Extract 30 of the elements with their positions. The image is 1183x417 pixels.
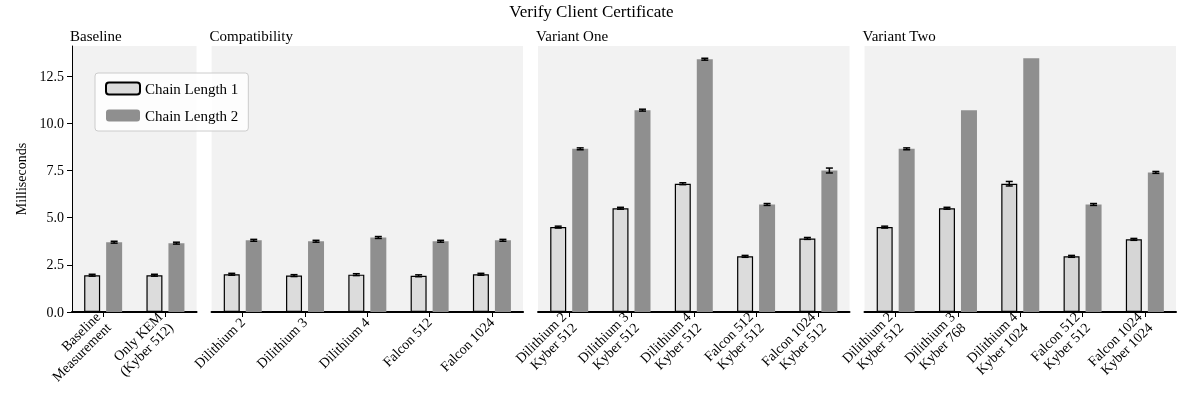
bar (245, 240, 262, 312)
y-tick-label: 10.0 (39, 115, 64, 131)
y-tick-label: 7.5 (46, 163, 64, 179)
bar (168, 243, 185, 312)
bar (1085, 204, 1102, 312)
chart-title: Variant Two (862, 27, 936, 44)
bar (634, 110, 651, 312)
text: Verify Client Certificate (509, 2, 674, 21)
chart-title: Baseline (70, 27, 122, 44)
bar (696, 59, 713, 312)
bar (572, 148, 589, 312)
bar (759, 204, 776, 312)
bar (1147, 172, 1164, 312)
chart-title: Variant One (536, 27, 609, 44)
chart-title: Compatibility (209, 27, 294, 44)
bar (821, 170, 838, 312)
y-tick-label: 2.5 (46, 257, 64, 273)
y-tick-label: 5.0 (46, 210, 64, 226)
bar (308, 241, 325, 312)
legend-label: Chain Length 1 (145, 80, 239, 97)
bar (960, 110, 977, 312)
bar (1023, 58, 1040, 312)
bar (106, 242, 123, 312)
y-axis-title: Milliseconds (13, 142, 29, 216)
bar (432, 241, 449, 312)
legend-label: Chain Length 2 (145, 107, 239, 124)
bar (370, 237, 387, 312)
y-tick-label: 12.5 (39, 68, 64, 84)
bar (898, 148, 915, 312)
bar (494, 240, 511, 312)
